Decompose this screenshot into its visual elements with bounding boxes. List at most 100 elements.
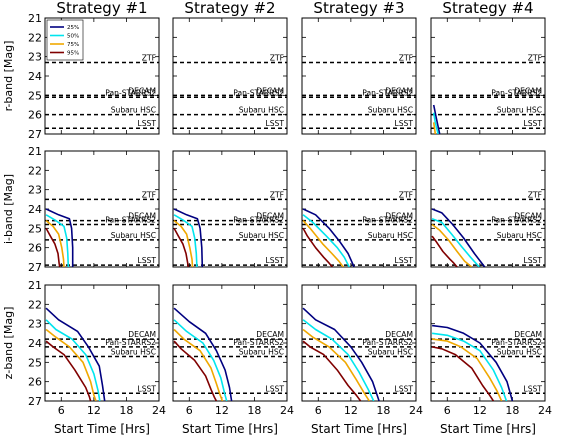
y-tick-label: 21 [28,12,42,25]
reference-label: Subaru HSC [497,231,542,240]
x-tick-label: 24 [280,404,294,417]
series-line-95pct [431,235,458,267]
reference-label: Subaru HSC [239,348,284,357]
legend: 25% 50% 75% 95% [46,19,84,61]
reference-label: DECAM [256,86,284,95]
series-line-95pct [173,340,218,401]
reference-label: LSST [523,256,542,265]
reference-label: DECAM [128,86,156,95]
series-line-25pct [173,208,204,267]
reference-label: DECAM [385,330,413,339]
series-line-50pct [432,112,439,134]
x-tick-label: 12 [215,404,229,417]
y-tick-label: 25 [28,89,42,102]
series-line-50pct [45,319,101,401]
series-line-75pct [431,223,473,267]
series-line-25pct [302,307,380,401]
reference-label: Pan-STARRS2 [491,338,542,347]
reference-label: DECAM [128,330,156,339]
series-line-75pct [45,328,97,401]
series-line-25pct [45,208,74,267]
reference-label: Subaru HSC [497,348,542,357]
panel-frame [44,150,160,268]
row-label-3: z-band [Mag] [2,307,15,380]
series-group [45,307,106,401]
x-tick-label: 6 [186,404,193,417]
reference-label: Subaru HSC [497,106,542,115]
y-tick-label: 21 [28,145,42,158]
y-tick-label: 25 [28,222,42,235]
reference-label: DECAM [128,212,156,221]
reference-label: DECAM [385,212,413,221]
series-line-95pct [45,340,92,401]
panel-frame [301,284,417,402]
y-tick-label: 27 [28,395,42,408]
reference-label: Subaru HSC [368,348,413,357]
panel-frame [301,150,417,268]
series-line-75pct [45,219,65,267]
x-tick-label: 24 [152,404,166,417]
panel-frame [430,17,546,135]
legend-label: 25% [67,25,79,31]
reference-label: LSST [265,256,284,265]
reference-label: Pan-STARRS2 [233,215,284,224]
reference-label: DECAM [385,86,413,95]
reference-label: Pan-STARRS2 [105,215,156,224]
reference-label: LSST [394,384,413,393]
series-group [431,208,486,267]
reference-label: Pan-STARRS2 [491,215,542,224]
series-line-25pct [432,104,441,134]
y-tick-label: 24 [28,203,42,216]
y-tick-label: 23 [28,184,42,197]
column-title-3: Strategy #3 [313,0,404,17]
series-group [173,307,233,401]
x-tick-label: 12 [87,404,101,417]
reference-label: LSST [137,256,156,265]
reference-label: Pan-STARRS2 [233,338,284,347]
reference-label: Pan-STARRS2 [105,338,156,347]
reference-label: DECAM [514,212,542,221]
reference-label: Subaru HSC [111,348,156,357]
x-tick-label: 24 [409,404,423,417]
series-group [302,307,380,401]
series-line-25pct [173,307,233,401]
reference-label: LSST [523,119,542,128]
legend-label: 50% [67,34,79,40]
series-group [173,208,204,267]
series-line-75pct [173,219,194,267]
y-tick-label: 24 [28,70,42,83]
reference-label: DECAM [256,330,284,339]
reference-label: DECAM [256,212,284,221]
y-tick-label: 22 [28,31,42,44]
reference-label: ZTF [528,190,542,199]
reference-label: ZTF [270,190,284,199]
series-line-75pct [431,338,503,401]
reference-label: Subaru HSC [239,231,284,240]
reference-label: ZTF [399,53,413,62]
x-axis-label: Start Time [Hrs] [182,422,278,436]
reference-label: Pan-STARRS2 [362,88,413,97]
series-line-95pct [431,346,495,401]
reference-label: Pan-STARRS2 [491,88,542,97]
reference-label: Pan-STARRS2 [105,88,156,97]
x-tick-label: 6 [58,404,65,417]
y-tick-label: 26 [28,242,42,255]
series-group [302,208,355,267]
y-tick-label: 25 [28,356,42,369]
x-tick-label: 18 [376,404,390,417]
series-line-50pct [302,319,375,401]
panel-frame [430,284,546,402]
column-title-2: Strategy #2 [184,0,275,17]
x-tick-label: 24 [538,404,552,417]
reference-label: LSST [523,384,542,393]
series-line-50pct [431,217,480,267]
series-line-75pct [432,122,437,134]
x-axis-label: Start Time [Hrs] [311,422,407,436]
reference-label: Subaru HSC [368,106,413,115]
